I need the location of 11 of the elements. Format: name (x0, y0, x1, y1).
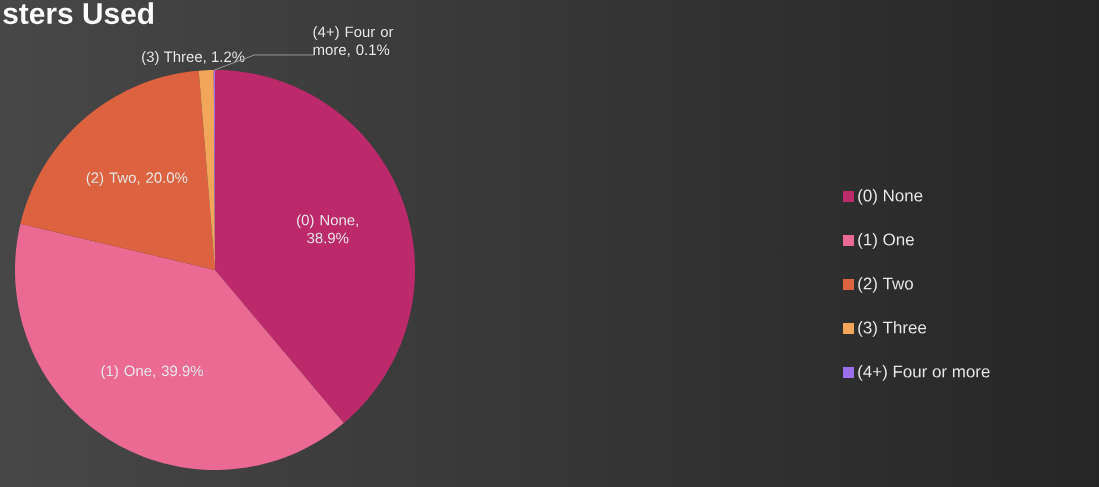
data-label: (3) Three, 1.2% (142, 51, 245, 65)
data-label: (4+) Four or more, 0.1% (313, 26, 394, 57)
legend-label: (1) One (858, 233, 914, 249)
chart-title: sters Used (3, 2, 154, 25)
legend-label: (3) Three (858, 321, 927, 337)
data-label: (0) None, 38.9% (297, 214, 358, 244)
data-label: (2) Two, 20.0% (86, 171, 188, 186)
data-label: (1) One, 39.9% (101, 365, 203, 380)
legend-label: (2) Two (858, 277, 913, 293)
legend-label: (0) None (858, 189, 923, 205)
legend-label: (4+) Four or more (858, 365, 990, 381)
